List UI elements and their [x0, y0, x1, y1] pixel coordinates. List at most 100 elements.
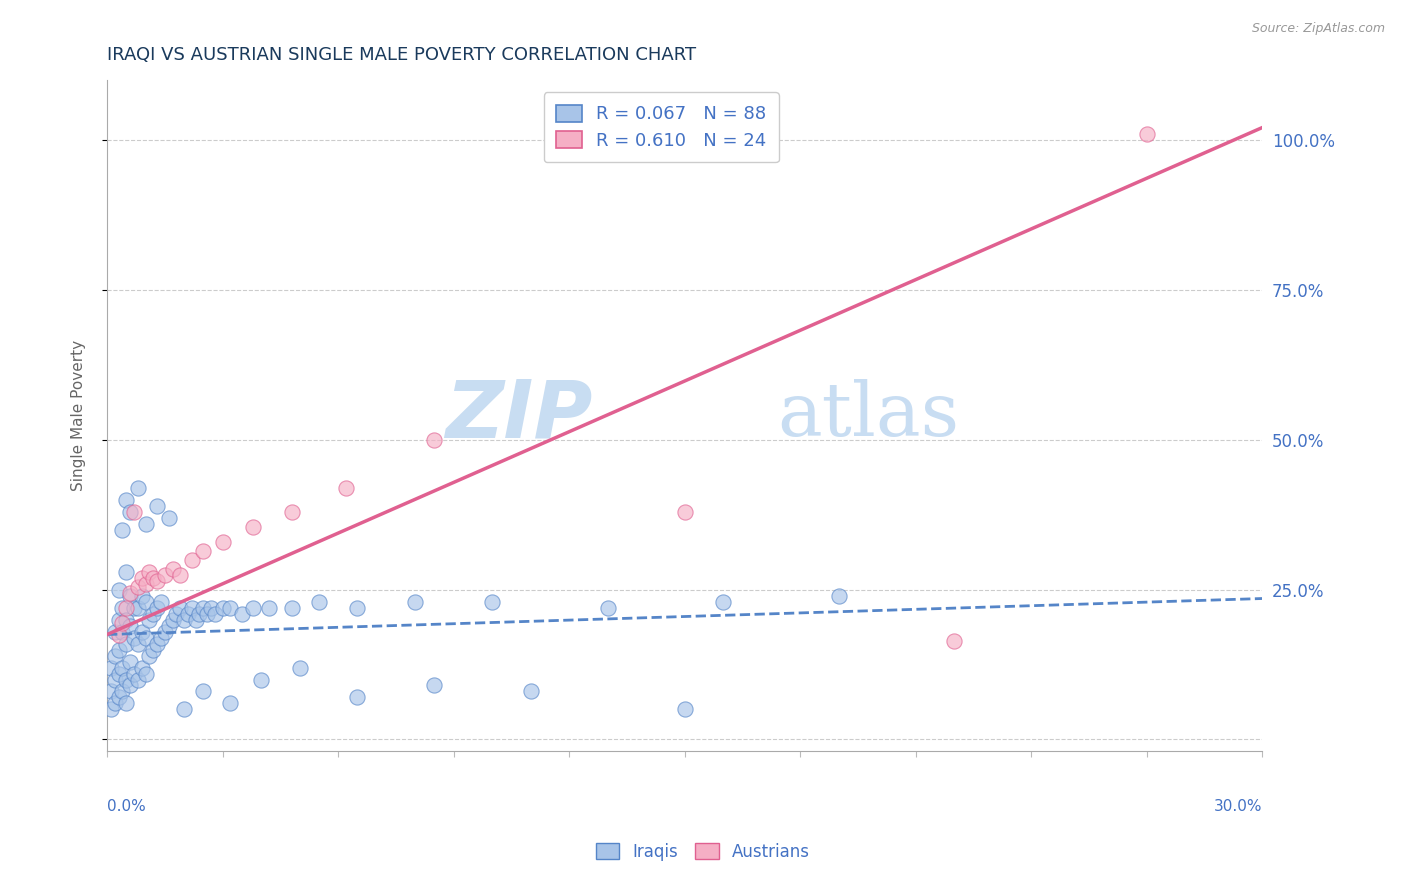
- Point: [131, 570, 153, 584]
- Point: [169, 567, 191, 582]
- Point: [195, 607, 218, 621]
- Point: [200, 600, 222, 615]
- Point: [827, 589, 849, 603]
- Point: [165, 607, 187, 621]
- Point: [127, 481, 149, 495]
- Point: [104, 697, 127, 711]
- Point: [173, 613, 195, 627]
- Point: [115, 613, 138, 627]
- Point: [131, 660, 153, 674]
- Point: [257, 600, 280, 615]
- Legend: R = 0.067   N = 88, R = 0.610   N = 24: R = 0.067 N = 88, R = 0.610 N = 24: [544, 92, 779, 162]
- Point: [193, 543, 215, 558]
- Point: [120, 585, 142, 599]
- Point: [231, 607, 253, 621]
- Point: [107, 666, 129, 681]
- Point: [404, 594, 426, 608]
- Point: [146, 574, 169, 588]
- Text: ZIP: ZIP: [444, 376, 592, 455]
- Y-axis label: Single Male Poverty: Single Male Poverty: [72, 340, 86, 491]
- Point: [115, 600, 138, 615]
- Point: [104, 648, 127, 663]
- Point: [211, 600, 233, 615]
- Point: [1135, 127, 1157, 141]
- Text: 30.0%: 30.0%: [1213, 798, 1263, 814]
- Point: [153, 567, 176, 582]
- Point: [104, 624, 127, 639]
- Point: [146, 499, 169, 513]
- Point: [169, 600, 191, 615]
- Point: [120, 504, 142, 518]
- Point: [242, 519, 264, 533]
- Point: [519, 684, 541, 698]
- Point: [107, 582, 129, 597]
- Point: [127, 600, 149, 615]
- Point: [138, 565, 160, 579]
- Text: 0.0%: 0.0%: [107, 798, 146, 814]
- Point: [943, 633, 966, 648]
- Text: atlas: atlas: [778, 379, 959, 452]
- Point: [122, 666, 145, 681]
- Point: [423, 678, 446, 692]
- Point: [204, 607, 226, 621]
- Point: [111, 660, 134, 674]
- Point: [127, 673, 149, 687]
- Point: [111, 624, 134, 639]
- Point: [115, 673, 138, 687]
- Point: [711, 594, 734, 608]
- Point: [111, 615, 134, 630]
- Point: [180, 600, 202, 615]
- Point: [188, 607, 211, 621]
- Point: [111, 600, 134, 615]
- Point: [481, 594, 503, 608]
- Point: [135, 576, 157, 591]
- Point: [211, 534, 233, 549]
- Point: [596, 600, 619, 615]
- Point: [120, 618, 142, 632]
- Point: [104, 673, 127, 687]
- Point: [127, 580, 149, 594]
- Point: [335, 481, 357, 495]
- Point: [157, 510, 180, 524]
- Point: [107, 613, 129, 627]
- Point: [111, 523, 134, 537]
- Point: [135, 631, 157, 645]
- Point: [673, 504, 696, 518]
- Point: [107, 642, 129, 657]
- Point: [177, 607, 200, 621]
- Point: [219, 697, 242, 711]
- Point: [250, 673, 273, 687]
- Point: [219, 600, 242, 615]
- Point: [193, 684, 215, 698]
- Point: [120, 589, 142, 603]
- Point: [131, 589, 153, 603]
- Point: [100, 702, 122, 716]
- Point: [162, 613, 184, 627]
- Text: IRAQI VS AUSTRIAN SINGLE MALE POVERTY CORRELATION CHART: IRAQI VS AUSTRIAN SINGLE MALE POVERTY CO…: [107, 46, 696, 64]
- Point: [122, 600, 145, 615]
- Point: [138, 613, 160, 627]
- Point: [146, 636, 169, 650]
- Point: [135, 516, 157, 531]
- Point: [146, 600, 169, 615]
- Point: [131, 624, 153, 639]
- Point: [142, 570, 165, 584]
- Point: [288, 660, 311, 674]
- Point: [149, 631, 172, 645]
- Point: [149, 594, 172, 608]
- Point: [100, 684, 122, 698]
- Point: [115, 565, 138, 579]
- Point: [107, 627, 129, 641]
- Point: [142, 607, 165, 621]
- Point: [111, 684, 134, 698]
- Point: [138, 648, 160, 663]
- Point: [346, 600, 368, 615]
- Point: [346, 690, 368, 705]
- Point: [115, 492, 138, 507]
- Point: [120, 678, 142, 692]
- Point: [281, 600, 304, 615]
- Point: [122, 631, 145, 645]
- Point: [173, 702, 195, 716]
- Point: [100, 660, 122, 674]
- Point: [135, 666, 157, 681]
